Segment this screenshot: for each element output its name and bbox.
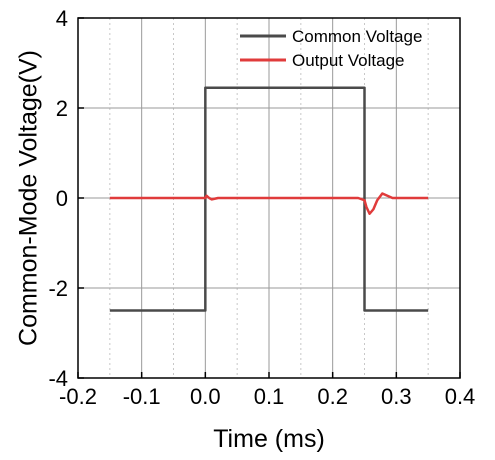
x-tick-label: 0.3 (381, 384, 412, 409)
x-tick-label: 0.4 (445, 384, 476, 409)
x-tick-label: -0.2 (59, 384, 97, 409)
x-tick-label: 0.2 (317, 384, 348, 409)
tick-layer: -0.2 -0.1 0.0 0.1 0.2 0.3 0.4 -4 -2 0 2 4 (48, 6, 475, 409)
x-tick-label: -0.1 (123, 384, 161, 409)
y-axis-label: Common-Mode Voltage(V) (15, 50, 43, 346)
series-line-2 (109, 192, 429, 215)
y-tick-label: 4 (56, 6, 68, 31)
y-tick-label: 0 (56, 186, 68, 211)
x-tick-label: 0.0 (190, 384, 221, 409)
y-tick-label: 2 (56, 96, 68, 121)
y-tick-label: -2 (48, 276, 68, 301)
x-tick-label: 0.1 (254, 384, 285, 409)
y-tick-label: -4 (48, 366, 68, 391)
legend-label: Common Voltage (292, 27, 422, 46)
legend: Common Voltage Output Voltage (240, 27, 422, 70)
x-axis-label: Time (ms) (213, 425, 325, 453)
series-layer (109, 86, 429, 312)
legend-label: Output Voltage (292, 51, 404, 70)
series-line-1 (109, 86, 429, 312)
